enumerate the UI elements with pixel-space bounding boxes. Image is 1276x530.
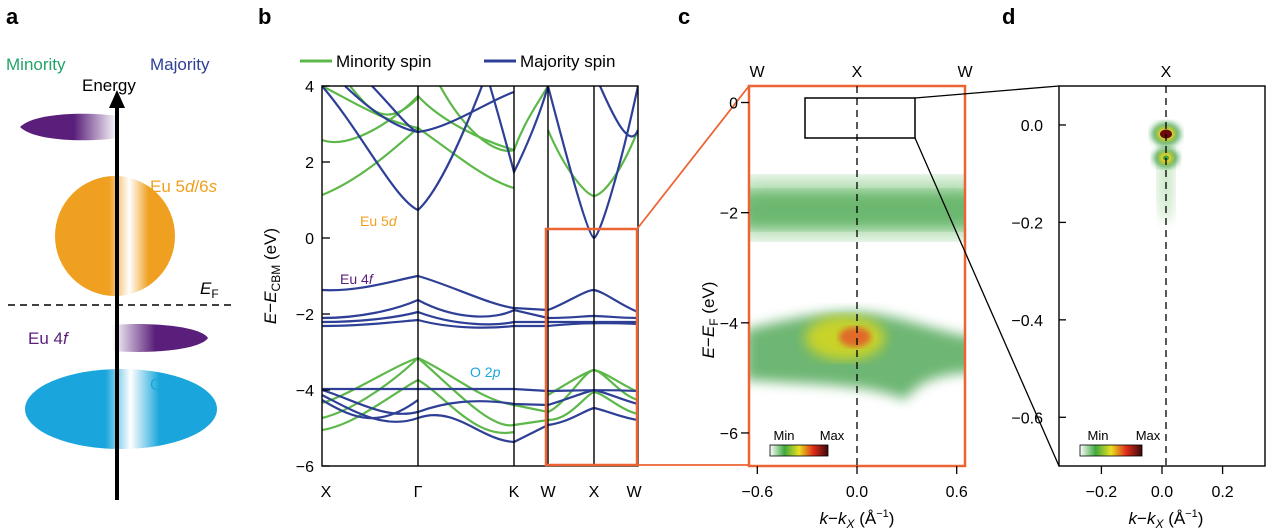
majority-band — [322, 86, 484, 212]
panel-c-xticks: −0.6 0.0 0.6 — [742, 466, 968, 501]
panel-c-cbar-min: Min — [774, 428, 795, 443]
xtick-label: −0.6 — [742, 484, 774, 501]
zoom-connector-d-bottom — [914, 137, 1060, 467]
panel-d-xticks: −0.2 0.0 0.2 — [1086, 466, 1234, 501]
xtick-label: −0.2 — [1086, 484, 1118, 501]
annotation-eu5d: Eu 5d — [360, 213, 398, 229]
majority-bands — [322, 86, 638, 444]
majority-band — [322, 318, 638, 329]
majority-band — [322, 388, 638, 415]
xtick-label: 0.6 — [946, 484, 968, 501]
ytick-label: 0.0 — [1021, 118, 1043, 135]
panel-c-cbar-max: Max — [820, 428, 845, 443]
ytick-label: 0 — [729, 96, 738, 113]
zoom-box-c — [804, 97, 916, 139]
ytick-label: −0.4 — [1011, 313, 1043, 330]
arpes-heatmap-c — [749, 86, 965, 466]
ytick-label: −2 — [296, 307, 314, 324]
top-kpoint-label: W — [957, 64, 973, 81]
panel-b-yticks: 4 2 0 −2 −4 −6 — [296, 79, 330, 476]
kpoint-label: K — [509, 484, 520, 501]
minority-band — [322, 86, 419, 130]
panel-d-xlabel: k−kX (Å−1) — [1129, 508, 1204, 530]
ytick-label: −2 — [720, 206, 738, 223]
panel-c: c 0 −2 −4 −6 −0.6 0.0 0.6 W X W E−EF (eV) k−kX … — [678, 4, 973, 530]
top-kpoint-label: W — [749, 64, 765, 81]
eu4f-band — [112, 324, 208, 352]
arpes-band-o2p-max — [839, 327, 871, 347]
ytick-label: 2 — [305, 155, 314, 172]
band-structure — [322, 86, 638, 444]
zoom-box-b — [544, 227, 639, 467]
panel-letter-b: b — [258, 4, 271, 29]
arpes-heatmap-d — [1059, 86, 1265, 466]
annotation-eu4f: Eu 4f — [340, 271, 375, 287]
ytick-label: −6 — [296, 459, 314, 476]
ytick-label: −0.6 — [1011, 410, 1043, 427]
eu4f-label: Eu 4f — [28, 329, 70, 348]
minority-band — [349, 86, 419, 116]
panel-letter-c: c — [678, 4, 690, 29]
minority-label: Minority — [6, 55, 66, 74]
zoom-connector-d-top — [914, 85, 1060, 99]
ytick-label: 0 — [305, 231, 314, 248]
eu5d-6s-label: Eu 5d/6s — [150, 177, 218, 196]
kpoint-label: W — [540, 484, 556, 501]
kpoint-label: X — [589, 484, 600, 501]
zoom-connector-top — [636, 85, 750, 230]
panel-c-ylabel: E−EF (eV) — [699, 282, 721, 359]
annotation-o2p: O 2p — [470, 364, 501, 380]
panel-d-cbar-min: Min — [1088, 428, 1109, 443]
top-kpoint-label: X — [852, 64, 863, 81]
panel-letter-d: d — [1002, 4, 1015, 29]
panel-d-cbar-max: Max — [1136, 428, 1161, 443]
panel-c-yticks: 0 −2 −4 −6 — [720, 96, 749, 443]
panel-b: b Minority spin Majority spin — [258, 4, 642, 501]
majority-band — [322, 298, 638, 320]
ytick-label: 4 — [305, 79, 314, 96]
panel-b-ylabel: E−ECBM (eV) — [261, 228, 283, 324]
legend-minority-label: Minority spin — [336, 52, 431, 71]
ytick-label: −4 — [296, 383, 314, 400]
xtick-label: 0.0 — [846, 484, 868, 501]
panel-a: a Minority Majority Energy Eu 5d/6s EF E… — [6, 4, 232, 500]
xtick-label: 0.2 — [1211, 484, 1233, 501]
panel-d: d 0.0 −0.2 −0.4 −0.6 −0.2 0.0 0.2 X k−kX (Å−1… — [1002, 4, 1266, 530]
energy-arrow-icon — [109, 90, 125, 108]
xtick-label: 0.0 — [1151, 484, 1173, 501]
minority-band — [322, 356, 638, 427]
ytick-label: −4 — [720, 316, 738, 333]
eu5d-minority-band — [20, 113, 118, 141]
majority-band — [322, 387, 638, 393]
panel-d-top-label: X — [1161, 64, 1172, 81]
ytick-label: −0.2 — [1011, 215, 1043, 232]
majority-band — [322, 399, 419, 420]
arpes-band-4f-core — [749, 192, 965, 228]
panel-c-colorbar — [769, 444, 829, 457]
majority-label: Majority — [150, 55, 210, 74]
panel-c-xlabel: k−kX (Å−1) — [820, 508, 895, 530]
legend-majority-label: Majority spin — [520, 52, 615, 71]
majority-band — [322, 274, 638, 314]
kpoint-label: Γ — [414, 484, 423, 501]
kpoint-label: W — [626, 484, 642, 501]
panel-d-yticks: 0.0 −0.2 −0.4 −0.6 — [1011, 118, 1066, 427]
majority-band — [598, 86, 638, 138]
o2p-band — [25, 369, 217, 449]
majority-band — [371, 86, 419, 134]
panel-letter-a: a — [6, 4, 19, 29]
ytick-label: −6 — [720, 426, 738, 443]
kpoint-label: X — [321, 484, 332, 501]
majority-band — [322, 394, 638, 444]
minority-bands — [322, 86, 638, 435]
panel-d-colorbar — [1079, 444, 1143, 457]
energy-label: Energy — [82, 76, 136, 95]
majority-band — [344, 86, 515, 134]
fermi-label: EF — [200, 279, 219, 301]
o2p-label: O 2p — [150, 375, 187, 394]
